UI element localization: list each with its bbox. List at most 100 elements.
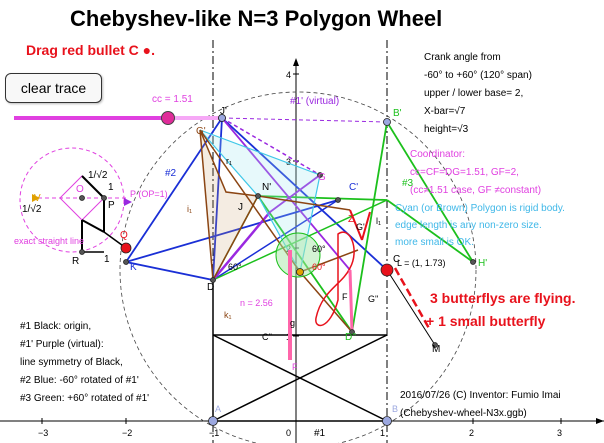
point-label: 1 — [108, 182, 114, 193]
point-label: B' — [393, 108, 402, 119]
y-axis-arrow — [293, 58, 299, 66]
credit-line: 2016/07/26 (C) Inventor: Fumio Imai — [400, 390, 561, 401]
butterfly-note: 3 butterflys are flying. — [430, 290, 576, 306]
point-label: #1 — [314, 428, 326, 439]
page-title: Chebyshev-like N=3 Polygon Wheel — [70, 6, 443, 31]
wheel-circle — [119, 91, 477, 443]
crank-arm — [386, 269, 436, 346]
point-label: M — [432, 344, 440, 355]
point-label: 60° — [228, 262, 242, 272]
brown-link — [257, 195, 351, 211]
purple-link — [221, 117, 321, 176]
info-line: X-bar=√7 — [424, 106, 466, 117]
y-tick-label: 4 — [286, 70, 291, 80]
brown-link — [299, 271, 353, 333]
x-tick-label: −1 — [209, 428, 219, 438]
coordinator-line: cc=CF=DG=1.51, GF=2, — [410, 167, 519, 178]
point-label: F — [342, 292, 348, 302]
point-label: N' — [262, 182, 271, 193]
x-tick-label: 0 — [286, 428, 291, 438]
rigid-body-note: edge length is any non-zero size. — [395, 220, 542, 231]
slider-handle[interactable] — [161, 111, 175, 125]
blue-link — [221, 117, 388, 271]
green-link — [386, 121, 474, 263]
pink-link — [348, 269, 354, 333]
point-label: n = 2.56 — [240, 298, 273, 308]
drag-instruction: Drag red bullet C ●. — [26, 42, 156, 58]
x-tick-label: 3 — [557, 428, 562, 438]
info-line: Crank angle from — [424, 52, 501, 63]
point-label: H' — [478, 258, 487, 269]
point-label: J — [238, 202, 243, 213]
credit-line: (Chebyshev-wheel-N3x.ggb) — [400, 408, 527, 419]
green-link — [386, 199, 474, 263]
blue-link — [212, 199, 339, 281]
point-label: P — [108, 200, 115, 211]
red-link — [349, 209, 363, 241]
point-B[interactable] — [382, 416, 392, 426]
point-label: C — [393, 254, 400, 265]
info-line: height=√3 — [424, 124, 469, 135]
point-D2 — [349, 329, 355, 335]
point-label: #2 — [165, 168, 177, 179]
legend-line: #1' Purple (virtual): — [20, 339, 104, 350]
butterfly-note: + 1 small butterfly — [426, 313, 546, 329]
legend-line: #2 Blue: -60° rotated of #1' — [20, 375, 139, 386]
butterfly-trace — [393, 267, 432, 331]
green-link — [257, 195, 388, 201]
point-label: g — [290, 318, 295, 328]
point-label: Q — [120, 230, 128, 241]
point-label: 60° — [312, 244, 326, 254]
point-label: L = (1, 1.73) — [397, 258, 445, 268]
point-label: exact straight line — [14, 236, 84, 246]
x-tick-label: −2 — [122, 428, 132, 438]
clear-trace-button[interactable]: clear trace — [5, 73, 102, 103]
point-label: B — [392, 404, 398, 414]
x-bar — [212, 334, 388, 422]
y-tick-label: 3 — [286, 157, 291, 167]
point-label: G' — [356, 222, 365, 232]
point-label: Z — [348, 214, 354, 225]
point-label: #1' (virtual) — [290, 96, 339, 107]
rigid-body-note: more small is OK. — [395, 237, 474, 248]
point-A[interactable] — [208, 416, 218, 426]
coordinator-line: (cc≠1.51 case, GF ≠constant) — [410, 185, 542, 196]
inset-arrow — [124, 198, 132, 206]
point-label: G' — [196, 126, 206, 137]
butterfly-path — [315, 231, 355, 327]
point-label: l₁ — [376, 216, 381, 226]
hub-circle — [275, 232, 321, 278]
point-label: C'' — [262, 332, 272, 342]
point-label: #3 — [402, 178, 414, 189]
point-H1 — [470, 259, 476, 265]
point-label: r₁ — [226, 156, 232, 166]
inset-arrow — [32, 194, 40, 202]
rigid-body-note: Cyan (or Brown) Polygon is rigid body. — [395, 203, 565, 214]
x-tick-label: 2 — [469, 428, 474, 438]
virtual-line — [221, 117, 388, 123]
coordinator-line: Coordinator: — [410, 149, 466, 160]
point-C-drag[interactable] — [380, 263, 394, 277]
point-label: D — [207, 282, 214, 293]
point-label: A — [215, 404, 221, 414]
point-label: C' — [349, 182, 358, 193]
purple-link — [269, 174, 321, 213]
blue-linkage — [124, 114, 224, 282]
point-label: K — [130, 262, 137, 273]
point-label: R — [72, 256, 79, 267]
point-B1 — [383, 118, 391, 126]
inset-link — [81, 175, 105, 199]
legend-line: line symmetry of Black, — [20, 357, 123, 368]
point-label: G'' — [368, 294, 379, 304]
point-D — [210, 277, 216, 283]
point-R — [79, 249, 85, 255]
point-label: V — [34, 193, 41, 204]
red-link — [361, 211, 371, 241]
purple-link — [221, 117, 351, 271]
x-tick-label: 1 — [380, 428, 385, 438]
point-Q[interactable] — [120, 242, 132, 254]
point-label: J' — [220, 106, 227, 117]
green-link — [351, 121, 388, 333]
